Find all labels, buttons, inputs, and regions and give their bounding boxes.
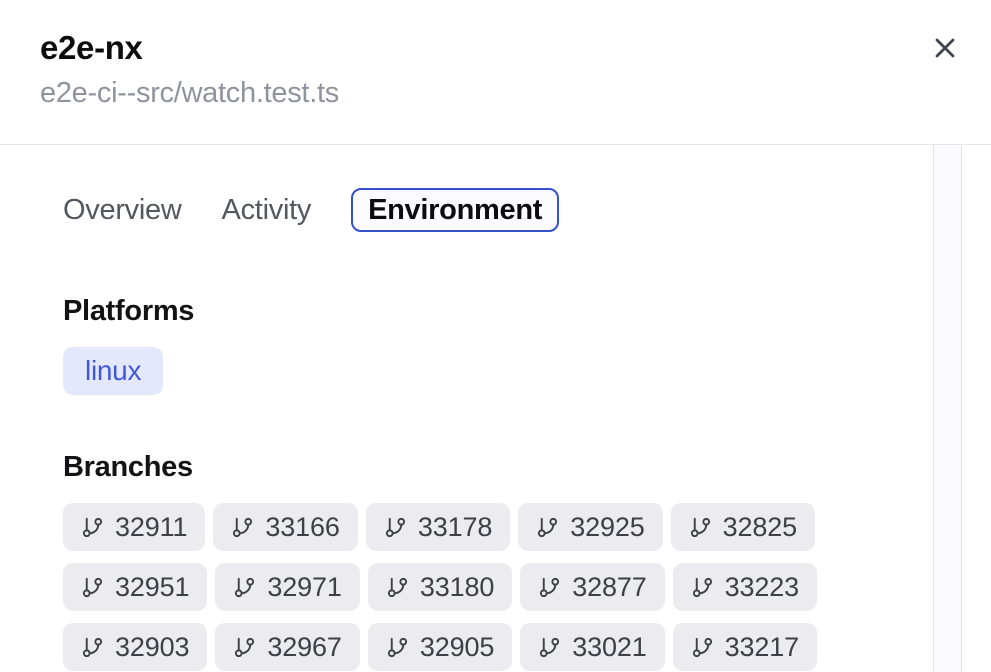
- close-button[interactable]: [928, 31, 962, 65]
- branch-number: 32877: [572, 571, 647, 602]
- branch-number: 33217: [724, 631, 800, 662]
- git-branch-icon: [387, 577, 407, 597]
- branch-number: 32911: [115, 511, 188, 542]
- branch-number: 32971: [267, 571, 342, 602]
- branch-badge: 33178: [365, 503, 511, 551]
- branch-badge: 32967: [215, 623, 360, 671]
- git-branch-icon: [82, 637, 103, 657]
- branch-number: 32825: [722, 511, 798, 542]
- tab-overview[interactable]: Overview: [63, 194, 182, 226]
- header-divider: [0, 144, 991, 145]
- git-branch-icon: [235, 637, 255, 657]
- platform-badge-list: linux: [63, 347, 933, 395]
- branch-badge: 33180: [367, 563, 513, 611]
- git-branch-icon: [538, 517, 558, 537]
- branch-number: 33021: [572, 631, 647, 662]
- branches-section: Branches 32911: [63, 451, 933, 671]
- branch-badge: 32925: [518, 503, 663, 551]
- branch-badge: 32905: [367, 623, 513, 671]
- branch-badge: 32911: [63, 503, 206, 551]
- scrollbar-track[interactable]: [933, 145, 962, 672]
- branch-number: 33180: [419, 571, 495, 602]
- branch-badge: 32951: [63, 563, 208, 611]
- close-icon: [935, 38, 955, 58]
- panel-header: e2e-nx e2e-ci--src/watch.test.ts: [0, 0, 991, 144]
- branch-number: 32925: [570, 511, 645, 542]
- branch-badge: 32903: [63, 623, 208, 671]
- git-branch-icon: [692, 577, 712, 597]
- git-branch-icon: [233, 517, 253, 537]
- branch-number: 33166: [265, 511, 340, 542]
- git-branch-icon: [690, 517, 710, 537]
- git-branch-icon: [387, 637, 407, 657]
- branch-number: 33223: [724, 571, 800, 602]
- branch-number: 32905: [419, 631, 495, 662]
- git-branch-icon: [540, 637, 560, 657]
- git-branch-icon: [82, 577, 103, 597]
- branches-heading: Branches: [63, 451, 193, 483]
- platforms-section: Platforms linux: [63, 295, 933, 395]
- branch-badge: 33217: [672, 623, 818, 671]
- page-title: e2e-nx: [40, 29, 143, 66]
- git-branch-icon: [82, 517, 103, 537]
- branch-badge: 33021: [520, 623, 665, 671]
- branch-number: 32951: [115, 571, 190, 602]
- git-branch-icon: [692, 637, 712, 657]
- branch-badge: 32971: [215, 563, 360, 611]
- page-subtitle: e2e-ci--src/watch.test.ts: [40, 77, 339, 109]
- tab-environment[interactable]: Environment: [351, 188, 560, 232]
- platform-badge-label: linux: [85, 355, 142, 386]
- branch-badge: 32825: [670, 503, 816, 551]
- tab-activity[interactable]: Activity: [221, 194, 312, 226]
- git-branch-icon: [540, 577, 560, 597]
- branch-badge: 32877: [520, 563, 665, 611]
- git-branch-icon: [235, 577, 255, 597]
- branch-number: 32967: [267, 631, 342, 662]
- branch-badge: 33166: [213, 503, 358, 551]
- git-branch-icon: [385, 517, 405, 537]
- branch-badge: 33223: [672, 563, 818, 611]
- platforms-heading: Platforms: [63, 295, 195, 327]
- tab-bar: Overview Activity Environment: [63, 186, 933, 234]
- branch-badge-list: 32911 33166: [63, 503, 833, 671]
- environment-tab-content: Overview Activity Environment Platforms …: [0, 145, 933, 672]
- platform-badge: linux: [63, 347, 164, 395]
- branch-number: 32903: [115, 631, 190, 662]
- branch-number: 33178: [417, 511, 493, 542]
